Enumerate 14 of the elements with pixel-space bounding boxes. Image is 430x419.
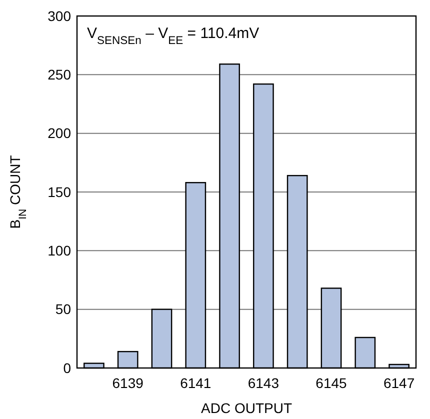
- x-tick-label: 6139: [112, 375, 144, 391]
- x-tick-label: 6145: [316, 375, 348, 391]
- y-tick-label: 100: [48, 242, 72, 259]
- x-tick-label: 6143: [248, 375, 280, 391]
- y-tick-label: 0: [63, 360, 72, 376]
- x-axis-title: ADC OUTPUT: [201, 400, 292, 416]
- x-tick-label: 6147: [383, 375, 415, 391]
- y-tick-label: 50: [55, 301, 72, 318]
- y-tick-label: 300: [48, 8, 72, 24]
- x-tick-label: 6141: [180, 375, 212, 391]
- y-tick-label: 250: [48, 66, 72, 83]
- y-tick-label: 200: [48, 125, 72, 142]
- annotation: V$_{SENSEn}$ – V$_{EE}$ = 110.4mV: [87, 25, 260, 47]
- y-tick-label: 150: [48, 184, 72, 200]
